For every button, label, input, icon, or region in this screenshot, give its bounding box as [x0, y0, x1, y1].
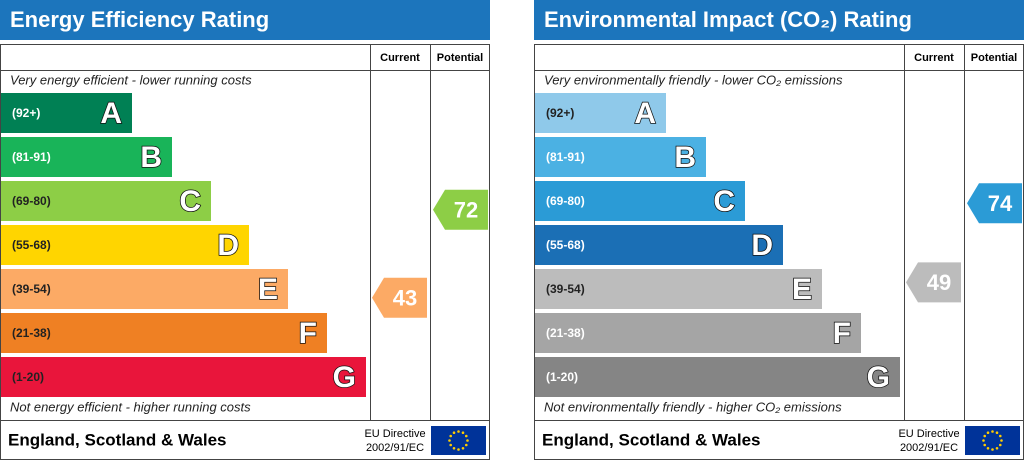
band-letter: G: [867, 361, 890, 394]
panel-title: Environmental Impact (CO₂) Rating: [544, 7, 912, 32]
band-range: (81-91): [546, 150, 585, 164]
top-note: Very energy efficient - lower running co…: [10, 72, 252, 87]
column-header: Potential: [437, 52, 483, 64]
band-range: (81-91): [12, 150, 51, 164]
rating-band: [535, 357, 900, 397]
band-range: (69-80): [12, 194, 51, 208]
flag-star: [982, 439, 985, 442]
band-letter: F: [833, 317, 851, 350]
band-range: (92+): [546, 106, 574, 120]
band-letter: B: [140, 141, 162, 174]
flag-star: [983, 443, 987, 447]
band-letter: A: [100, 97, 122, 130]
band-range: (55-68): [546, 238, 585, 252]
column-header: Potential: [971, 52, 1017, 64]
rating-band: [535, 225, 783, 265]
column-header: Current: [914, 52, 954, 64]
band-letter: D: [217, 229, 239, 262]
band-range: (1-20): [546, 370, 578, 384]
rating-marker: [372, 277, 427, 318]
flag-star: [448, 439, 451, 442]
band-range: (39-54): [12, 282, 51, 296]
flag-star: [995, 431, 999, 435]
band-range: (69-80): [546, 194, 585, 208]
band-range: (39-54): [546, 282, 585, 296]
flag-star: [995, 446, 999, 450]
flag-star: [457, 448, 460, 451]
flag-star: [986, 431, 990, 435]
flag-star: [461, 446, 465, 450]
rating-band: [1, 225, 249, 265]
flag-star: [449, 434, 453, 438]
band-range: (21-38): [546, 326, 585, 340]
rating-band: [1, 137, 172, 177]
band-letter: F: [299, 317, 317, 350]
band-range: (55-68): [12, 238, 51, 252]
top-note: Very environmentally friendly - lower CO…: [544, 72, 843, 87]
rating-value: 74: [988, 191, 1013, 216]
band-letter: E: [258, 273, 278, 306]
flag-star: [998, 443, 1002, 447]
rating-band: [1, 313, 327, 353]
rating-band: [1, 93, 132, 133]
rating-band: [1, 269, 288, 309]
title-bar: [0, 0, 490, 40]
flag-star: [452, 431, 456, 435]
directive: EU Directive: [364, 428, 425, 440]
flag-star: [464, 434, 468, 438]
flag-star: [983, 434, 987, 438]
rating-band: [535, 181, 745, 221]
band-range: (92+): [12, 106, 40, 120]
flag-star: [991, 448, 994, 451]
flag-star: [457, 430, 460, 433]
rating-marker: [433, 189, 488, 230]
rating-value: 72: [454, 198, 478, 223]
band-letter: G: [333, 361, 356, 394]
rating-band: [535, 313, 861, 353]
rating-marker: [906, 262, 961, 303]
footer-region: England, Scotland & Wales: [8, 430, 227, 449]
flag-star: [466, 439, 469, 442]
rating-band: [1, 357, 366, 397]
rating-band: [1, 181, 211, 221]
panel-title: Energy Efficiency Rating: [10, 7, 269, 32]
rating-band: [535, 269, 822, 309]
flag-star: [998, 434, 1002, 438]
flag-star: [464, 443, 468, 447]
band-letter: B: [674, 141, 696, 174]
rating-band: [535, 137, 706, 177]
flag-star: [449, 443, 453, 447]
flag-star: [461, 431, 465, 435]
bottom-note: Not environmentally friendly - higher CO…: [544, 399, 842, 414]
band-letter: A: [634, 97, 656, 130]
bottom-note: Not energy efficient - higher running co…: [10, 399, 251, 414]
rating-value: 49: [927, 270, 951, 295]
rating-marker: [967, 183, 1022, 224]
title-bar: [534, 0, 1024, 40]
flag-star: [1000, 439, 1003, 442]
directive: EU Directive: [898, 428, 959, 440]
rating-value: 43: [393, 286, 417, 311]
band-range: (1-20): [12, 370, 44, 384]
flag-star: [991, 430, 994, 433]
flag-star: [452, 446, 456, 450]
band-letter: C: [713, 185, 735, 218]
band-letter: C: [179, 185, 201, 218]
rating-band: [535, 93, 666, 133]
directive: 2002/91/EC: [366, 442, 424, 454]
band-letter: D: [751, 229, 773, 262]
band-letter: E: [792, 273, 812, 306]
footer-region: England, Scotland & Wales: [542, 430, 761, 449]
directive: 2002/91/EC: [900, 442, 958, 454]
column-header: Current: [380, 52, 420, 64]
band-range: (21-38): [12, 326, 51, 340]
flag-star: [986, 446, 990, 450]
